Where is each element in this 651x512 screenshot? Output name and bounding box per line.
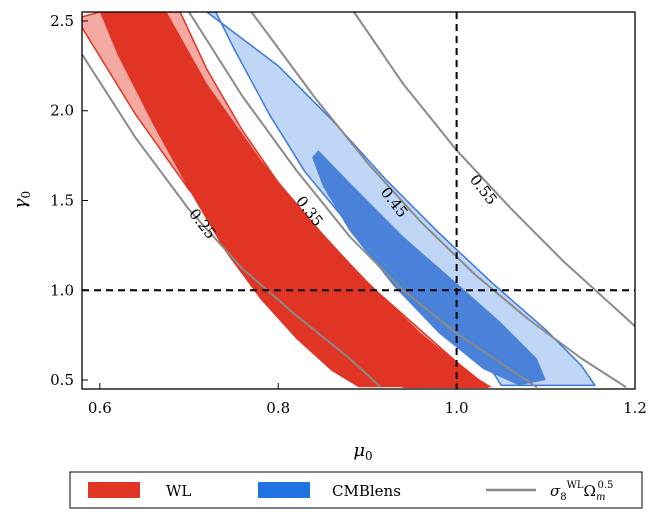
plot-area [82, 12, 635, 389]
legend-box [69, 471, 643, 509]
y-tick-label: 2.5 [50, 12, 74, 30]
x-tick-label: 0.8 [266, 399, 290, 417]
reference-lines [82, 12, 635, 389]
confidence-regions [82, 12, 596, 388]
y-tick-label: 2.0 [50, 102, 74, 120]
x-tick-label: 1.0 [445, 399, 469, 417]
sigma8-contours [82, 12, 635, 389]
legend-patch-cmblens [258, 482, 310, 498]
x-tick-label: 0.6 [88, 399, 112, 417]
x-tick-label: 1.2 [623, 399, 647, 417]
legend-label-sigma8: σ8WLΩm0.5 [550, 480, 613, 503]
y-axis-label: γ0 [10, 191, 33, 209]
legend-label-wl: WL [166, 482, 191, 500]
y-tick-label: 1.0 [50, 281, 74, 299]
x-axis-ticks: 0.6 0.8 1.0 1.2 [88, 383, 647, 417]
y-axis-ticks: 0.5 1.0 1.5 2.0 2.5 [50, 12, 88, 389]
contour-line-0-45 [250, 12, 627, 389]
contour-line-0-55 [353, 12, 635, 327]
legend: WL CMBlens σ8WLΩm0.5 [69, 471, 643, 509]
region-wl-68 [99, 12, 493, 388]
y-tick-label: 1.5 [50, 192, 74, 210]
legend-patch-wl [88, 482, 140, 498]
legend-label-cmblens: CMBlens [332, 482, 401, 500]
x-axis-label: μ0 [353, 440, 372, 463]
contour-line-0-25 [82, 52, 382, 388]
region-cmblens-68 [312, 150, 546, 386]
y-tick-label: 0.5 [50, 371, 74, 389]
contour-line-0-35 [188, 12, 538, 389]
